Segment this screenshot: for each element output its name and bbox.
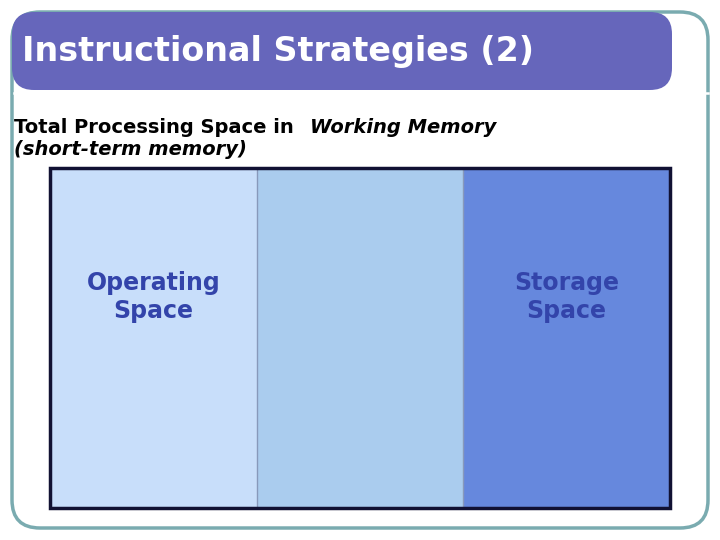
Bar xyxy=(50,168,670,508)
Bar xyxy=(256,168,464,508)
Text: Storage
Space: Storage Space xyxy=(514,271,619,323)
FancyBboxPatch shape xyxy=(12,12,672,90)
FancyBboxPatch shape xyxy=(12,12,708,528)
Text: Working Memory: Working Memory xyxy=(310,118,496,137)
Text: Operating
Space: Operating Space xyxy=(86,271,220,323)
Text: (short-term memory): (short-term memory) xyxy=(14,140,247,159)
Text: Instructional Strategies (2): Instructional Strategies (2) xyxy=(22,35,534,68)
Text: Total Processing Space in: Total Processing Space in xyxy=(14,118,300,137)
Bar xyxy=(464,168,670,508)
Bar xyxy=(50,168,256,508)
